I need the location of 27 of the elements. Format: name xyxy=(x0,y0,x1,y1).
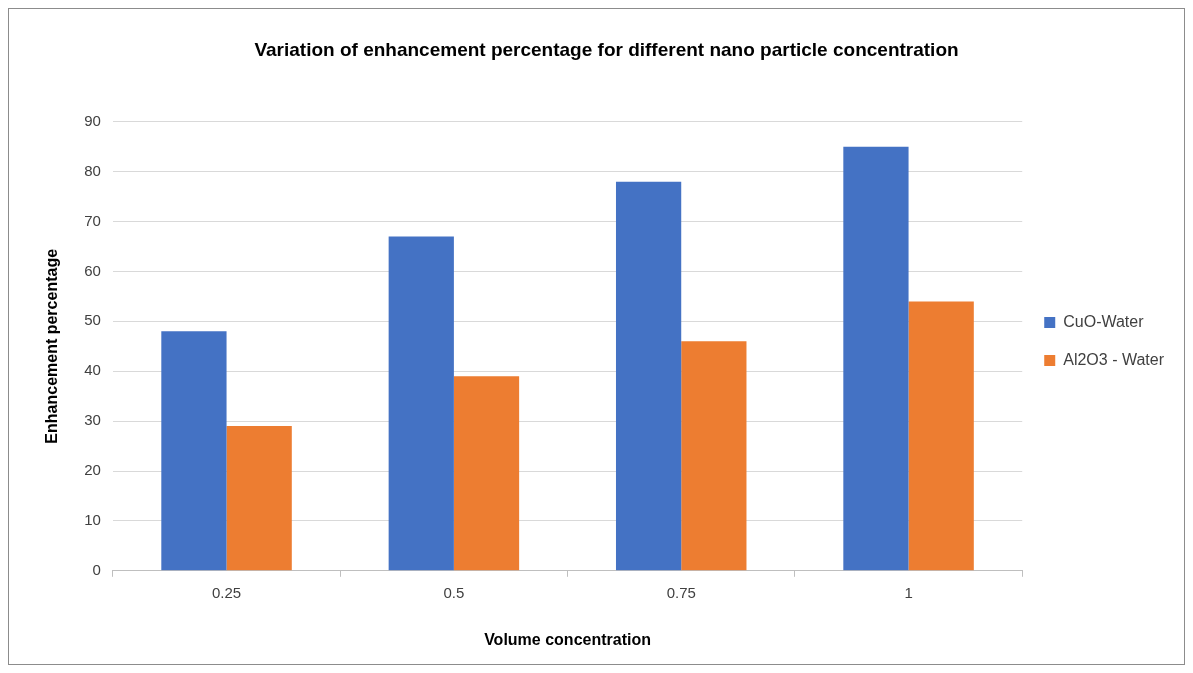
legend-label: CuO-Water xyxy=(1063,312,1145,330)
y-tick-label: 40 xyxy=(84,361,101,379)
y-tick-label: 80 xyxy=(84,161,101,179)
x-tick-label: 1 xyxy=(904,583,913,601)
y-tick-label: 70 xyxy=(84,211,101,229)
bar xyxy=(226,426,292,571)
y-tick-label: 30 xyxy=(84,411,101,429)
y-tick-label: 60 xyxy=(84,261,101,279)
y-tick-label: 20 xyxy=(84,461,101,479)
bar xyxy=(681,341,747,571)
bar xyxy=(908,301,974,571)
bar xyxy=(843,146,909,571)
chart-title: Variation of enhancement percentage for different nano particle concentration xyxy=(254,38,959,60)
bar xyxy=(615,181,682,571)
y-tick-label: 10 xyxy=(84,511,101,529)
x-tick-label: 0.75 xyxy=(666,583,696,601)
y-tick-label: 0 xyxy=(92,560,101,578)
y-tick-label: 50 xyxy=(84,311,101,329)
legend-label: Al2O3 - Water xyxy=(1063,350,1165,368)
y-tick-label: 90 xyxy=(84,111,101,129)
bar xyxy=(453,376,520,571)
bar xyxy=(388,236,454,571)
x-tick-label: 0.5 xyxy=(443,583,465,601)
x-tick-label: 0.25 xyxy=(211,583,242,601)
bar xyxy=(161,331,227,571)
y-axis-title: Enhancement percentage xyxy=(43,248,61,444)
x-axis-title: Volume concentration xyxy=(484,630,651,648)
